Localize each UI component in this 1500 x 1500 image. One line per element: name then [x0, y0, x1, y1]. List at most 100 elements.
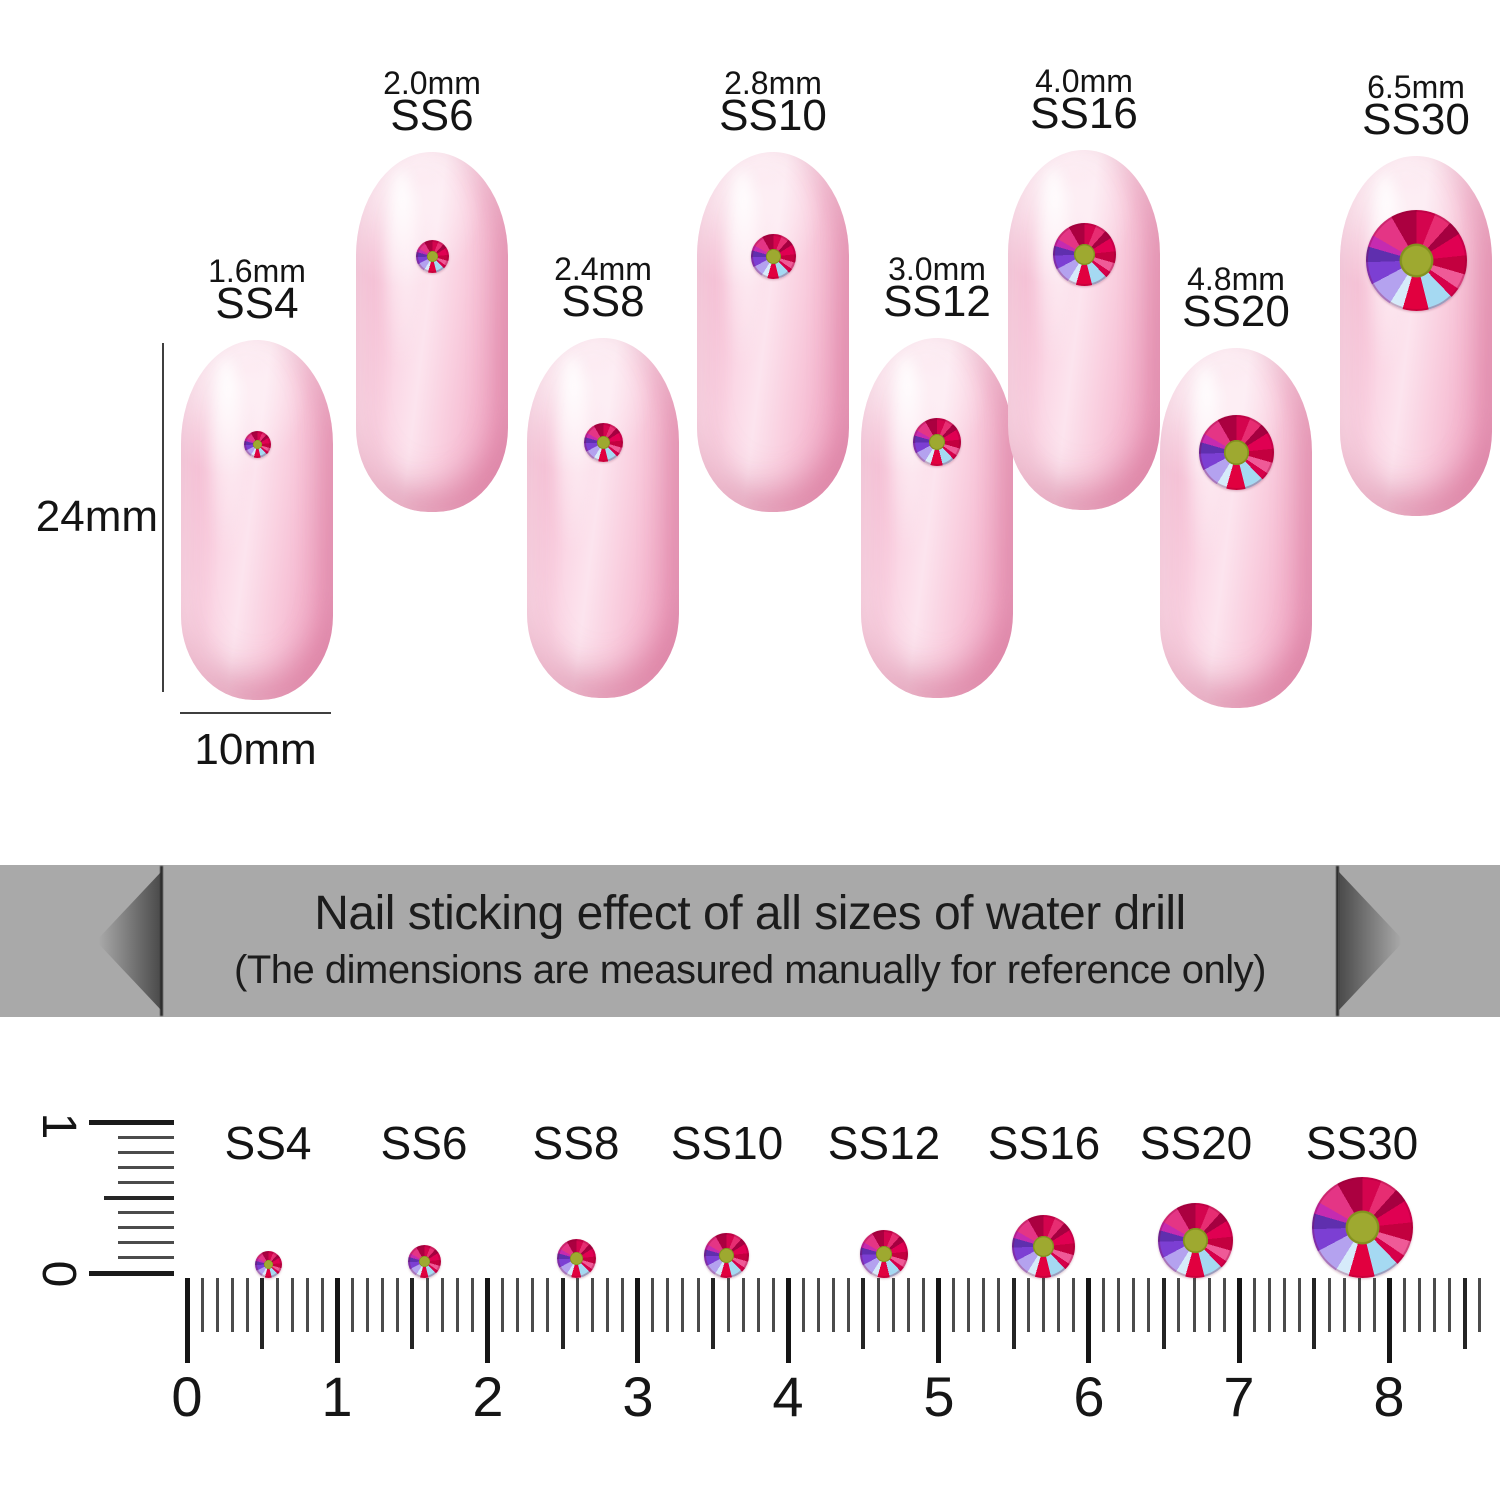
banner-left-fold-line: [160, 866, 163, 1016]
rhinestone: [557, 1239, 596, 1278]
ruler-size-label: SS8: [532, 1117, 620, 1169]
ss-size-label: SS6: [390, 91, 474, 140]
vertical-ruler-tick: [118, 1136, 174, 1139]
horizontal-ruler-tick: [757, 1278, 760, 1332]
mm-size-label: 2.0mm: [383, 65, 481, 101]
horizontal-ruler-tick: [1283, 1278, 1286, 1332]
horizontal-ruler-tick: [967, 1278, 970, 1332]
horizontal-ruler-tick: [666, 1278, 669, 1332]
horizontal-ruler-tick: [802, 1278, 805, 1332]
horizontal-ruler-tick: [471, 1278, 474, 1332]
vertical-ruler-tick: [89, 1120, 174, 1125]
banner: Nail sticking effect of all sizes of wat…: [0, 865, 1500, 1017]
rhinestone: [244, 431, 271, 458]
nail-width-label: 10mm: [194, 725, 317, 774]
horizontal-ruler-tick: [260, 1278, 264, 1349]
mm-size-label: 2.8mm: [724, 65, 822, 101]
ss-size-label: SS16: [1030, 89, 1138, 138]
horizontal-ruler-tick: [727, 1278, 730, 1332]
horizontal-ruler-tick: [546, 1278, 549, 1332]
mm-size-label: 1.6mm: [208, 253, 306, 289]
nail: [1008, 150, 1160, 510]
horizontal-ruler-tick: [877, 1278, 880, 1332]
rhinestone: [1199, 415, 1274, 490]
horizontal-ruler-tick: [1433, 1278, 1436, 1332]
horizontal-ruler-tick: [456, 1278, 459, 1332]
horizontal-ruler-tick: [276, 1278, 279, 1332]
horizontal-ruler-tick: [606, 1278, 609, 1332]
horizontal-ruler-tick: [1102, 1278, 1105, 1332]
nail: [527, 338, 679, 698]
ruler-number: 7: [1223, 1365, 1255, 1428]
mm-size-label: 6.5mm: [1367, 69, 1465, 105]
ruler-number: 0: [171, 1365, 203, 1428]
horizontal-ruler-tick: [635, 1278, 640, 1363]
vertical-ruler-tick: [104, 1196, 174, 1200]
horizontal-ruler-tick: [321, 1278, 324, 1332]
horizontal-ruler-tick: [1328, 1278, 1331, 1332]
horizontal-ruler-tick: [591, 1278, 594, 1332]
vertical-ruler-number-top: 1: [32, 1112, 85, 1140]
ss-size-label: SS10: [719, 91, 827, 140]
vertical-ruler-tick: [118, 1151, 174, 1154]
horizontal-ruler-tick: [216, 1278, 219, 1332]
rhinestone: [751, 234, 796, 279]
horizontal-ruler-tick: [441, 1278, 444, 1332]
horizontal-ruler-tick: [697, 1278, 700, 1332]
nail: [697, 152, 849, 512]
horizontal-ruler-tick: [832, 1278, 835, 1332]
horizontal-ruler-tick: [576, 1278, 579, 1332]
banner-subtitle: (The dimensions are measured manually fo…: [234, 948, 1267, 992]
horizontal-ruler-tick: [1177, 1278, 1180, 1332]
rhinestone: [704, 1233, 749, 1278]
horizontal-ruler-tick: [1042, 1278, 1045, 1332]
horizontal-ruler-tick: [1343, 1278, 1346, 1332]
rhinestone: [913, 418, 961, 466]
ss-size-label: SS20: [1182, 287, 1290, 336]
nail-length-measure-line: [162, 343, 164, 692]
rhinestone: [1012, 1215, 1075, 1278]
horizontal-ruler-tick: [892, 1278, 895, 1332]
horizontal-ruler-tick: [1387, 1278, 1392, 1363]
rhinestone: [416, 240, 449, 273]
horizontal-ruler-tick: [1403, 1278, 1406, 1332]
horizontal-ruler-tick: [426, 1278, 429, 1332]
horizontal-ruler-tick: [246, 1278, 249, 1332]
horizontal-ruler-tick: [1117, 1278, 1120, 1332]
horizontal-ruler-tick: [335, 1278, 340, 1363]
vertical-ruler-tick: [118, 1226, 174, 1229]
ss-size-label: SS8: [561, 277, 645, 326]
ruler-number: 6: [1073, 1365, 1105, 1428]
ruler-size-label: SS10: [670, 1117, 784, 1169]
horizontal-ruler-tick: [1268, 1278, 1271, 1332]
horizontal-ruler-tick: [501, 1278, 504, 1332]
horizontal-ruler-tick: [351, 1278, 354, 1332]
horizontal-ruler-tick: [922, 1278, 925, 1332]
horizontal-ruler-tick: [1162, 1278, 1166, 1349]
ruler-number: 4: [772, 1365, 804, 1428]
rhinestone: [584, 423, 623, 462]
vertical-ruler-tick: [118, 1241, 174, 1244]
horizontal-ruler-tick: [1312, 1278, 1316, 1349]
ruler-number: 8: [1373, 1365, 1405, 1428]
nail: [181, 340, 333, 700]
horizontal-ruler-tick: [621, 1278, 624, 1332]
horizontal-ruler-tick: [1298, 1278, 1301, 1332]
banner-title: Nail sticking effect of all sizes of wat…: [314, 887, 1186, 940]
horizontal-ruler-tick: [231, 1278, 234, 1332]
horizontal-ruler-tick: [1057, 1278, 1060, 1332]
horizontal-ruler-tick: [681, 1278, 684, 1332]
horizontal-ruler-tick: [711, 1278, 715, 1349]
horizontal-ruler-tick: [817, 1278, 820, 1332]
horizontal-ruler-tick: [1012, 1278, 1016, 1349]
banner-right-fold-line: [1336, 866, 1339, 1016]
horizontal-ruler-tick: [306, 1278, 309, 1332]
horizontal-ruler-tick: [291, 1278, 294, 1332]
nail: [1160, 348, 1312, 708]
horizontal-ruler-tick: [742, 1278, 745, 1332]
rhinestone: [1053, 223, 1116, 286]
horizontal-ruler-tick: [1132, 1278, 1135, 1332]
horizontal-ruler-tick: [531, 1278, 534, 1332]
horizontal-ruler-tick: [847, 1278, 850, 1332]
